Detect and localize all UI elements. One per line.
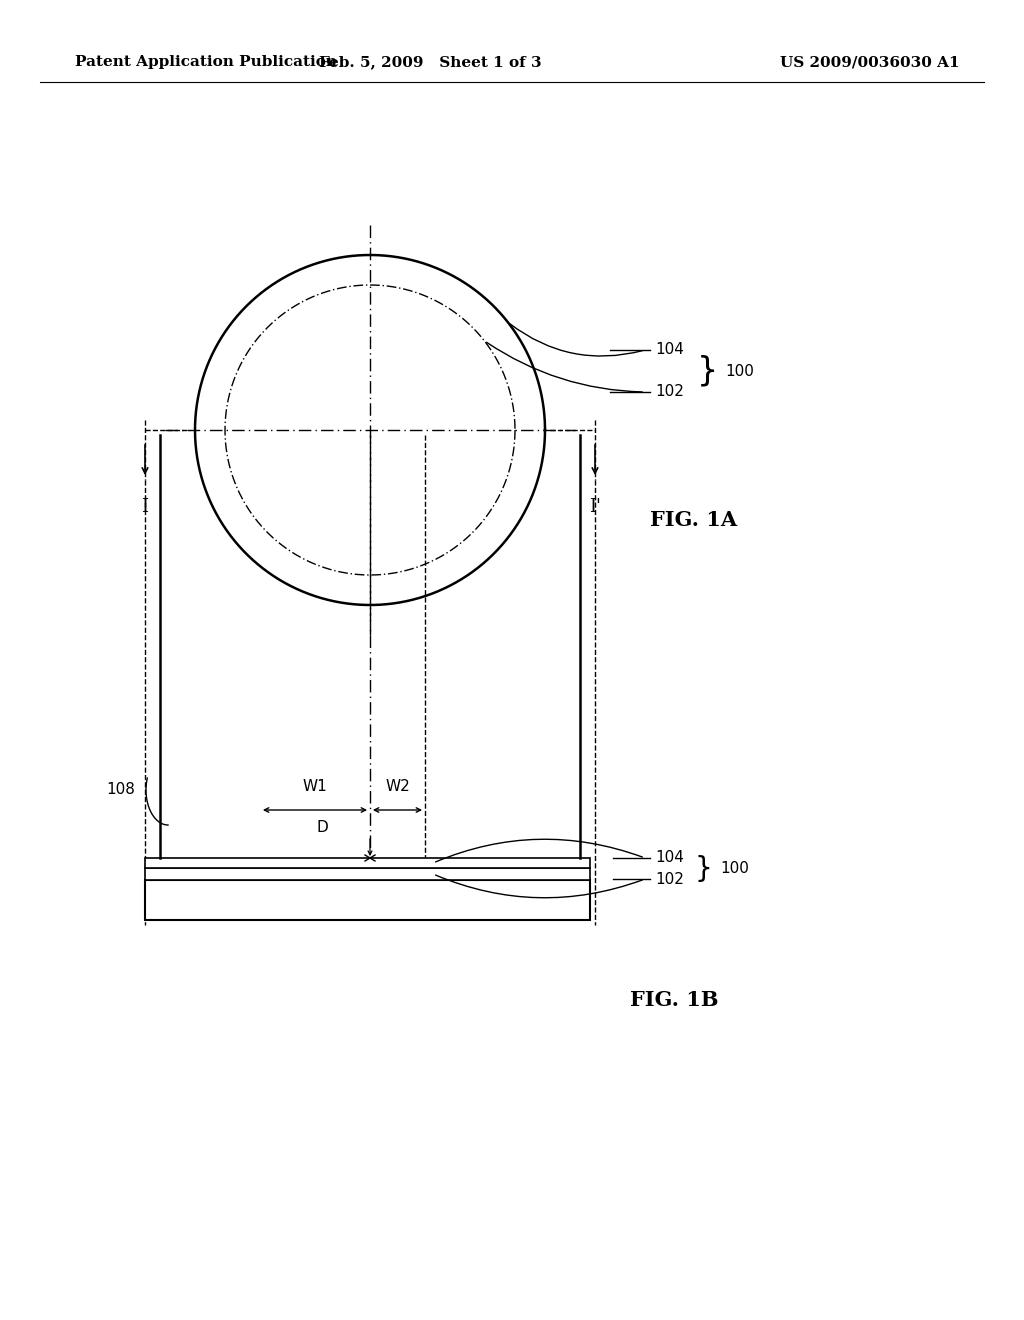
Text: W1: W1 <box>303 779 328 795</box>
Text: I: I <box>141 498 148 516</box>
Text: 100: 100 <box>725 363 754 379</box>
Bar <box>145 880 590 920</box>
Text: 102: 102 <box>655 384 684 400</box>
Text: }: } <box>695 854 713 883</box>
Text: FIG. 1A: FIG. 1A <box>650 510 737 531</box>
Text: FIG. 1B: FIG. 1B <box>630 990 719 1010</box>
Bar <box>145 869 590 880</box>
Text: I': I' <box>589 498 601 516</box>
Text: 102: 102 <box>655 871 684 887</box>
Text: W2: W2 <box>385 779 410 795</box>
Text: 100: 100 <box>720 861 749 876</box>
Text: Patent Application Publication: Patent Application Publication <box>75 55 337 69</box>
Text: 104: 104 <box>655 850 684 866</box>
Text: }: } <box>697 355 718 388</box>
Bar <box>145 858 590 869</box>
Text: D: D <box>316 821 328 836</box>
Text: 104: 104 <box>655 342 684 358</box>
Text: 108: 108 <box>106 783 135 797</box>
Text: Feb. 5, 2009   Sheet 1 of 3: Feb. 5, 2009 Sheet 1 of 3 <box>318 55 542 69</box>
Text: US 2009/0036030 A1: US 2009/0036030 A1 <box>780 55 959 69</box>
